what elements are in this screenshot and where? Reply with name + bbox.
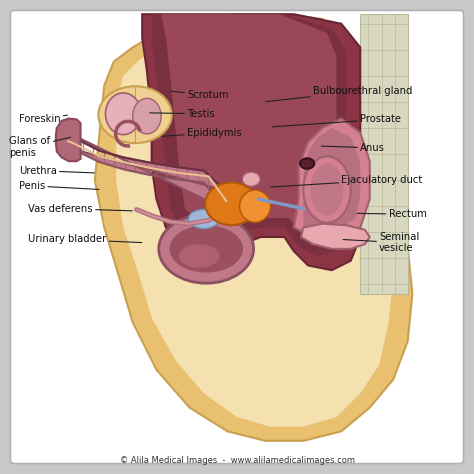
Text: Bulbourethral gland: Bulbourethral gland (266, 86, 412, 101)
Text: Rectum: Rectum (357, 209, 427, 219)
Text: Anus: Anus (321, 143, 385, 153)
Polygon shape (56, 118, 81, 161)
Polygon shape (303, 128, 360, 232)
Text: Vas deferens: Vas deferens (28, 203, 132, 214)
Ellipse shape (98, 86, 172, 143)
Ellipse shape (303, 156, 351, 223)
Text: Penis: Penis (19, 181, 99, 191)
Polygon shape (360, 14, 408, 294)
Polygon shape (116, 24, 393, 427)
Ellipse shape (205, 182, 257, 225)
Ellipse shape (56, 125, 80, 157)
Ellipse shape (242, 172, 260, 186)
Polygon shape (69, 134, 225, 210)
Ellipse shape (179, 244, 219, 268)
Ellipse shape (169, 225, 243, 273)
Ellipse shape (239, 190, 270, 222)
Text: Seminal
vesicle: Seminal vesicle (343, 232, 419, 254)
Ellipse shape (310, 164, 344, 216)
Text: Ejaculatory duct: Ejaculatory duct (271, 175, 422, 187)
Text: Testis: Testis (150, 109, 215, 119)
Polygon shape (301, 224, 370, 249)
Polygon shape (142, 14, 360, 270)
Text: Urinary bladder: Urinary bladder (28, 234, 142, 245)
Polygon shape (152, 14, 346, 256)
Ellipse shape (133, 99, 161, 134)
Ellipse shape (188, 210, 219, 228)
Text: Scrotum: Scrotum (171, 90, 229, 100)
Ellipse shape (159, 215, 254, 283)
Polygon shape (294, 118, 370, 237)
Ellipse shape (105, 93, 141, 135)
Text: Epididymis: Epididymis (162, 128, 242, 138)
Text: Prostate: Prostate (272, 114, 401, 127)
Text: Foreskin: Foreskin (19, 114, 67, 125)
Text: © Alila Medical Images  -  www.alilamedicalimages.com: © Alila Medical Images - www.alilamedica… (119, 456, 355, 465)
Text: Urethra: Urethra (19, 165, 94, 176)
Ellipse shape (300, 158, 314, 169)
Polygon shape (161, 14, 337, 242)
Polygon shape (95, 14, 412, 441)
Text: Glans of
penis: Glans of penis (9, 136, 71, 158)
